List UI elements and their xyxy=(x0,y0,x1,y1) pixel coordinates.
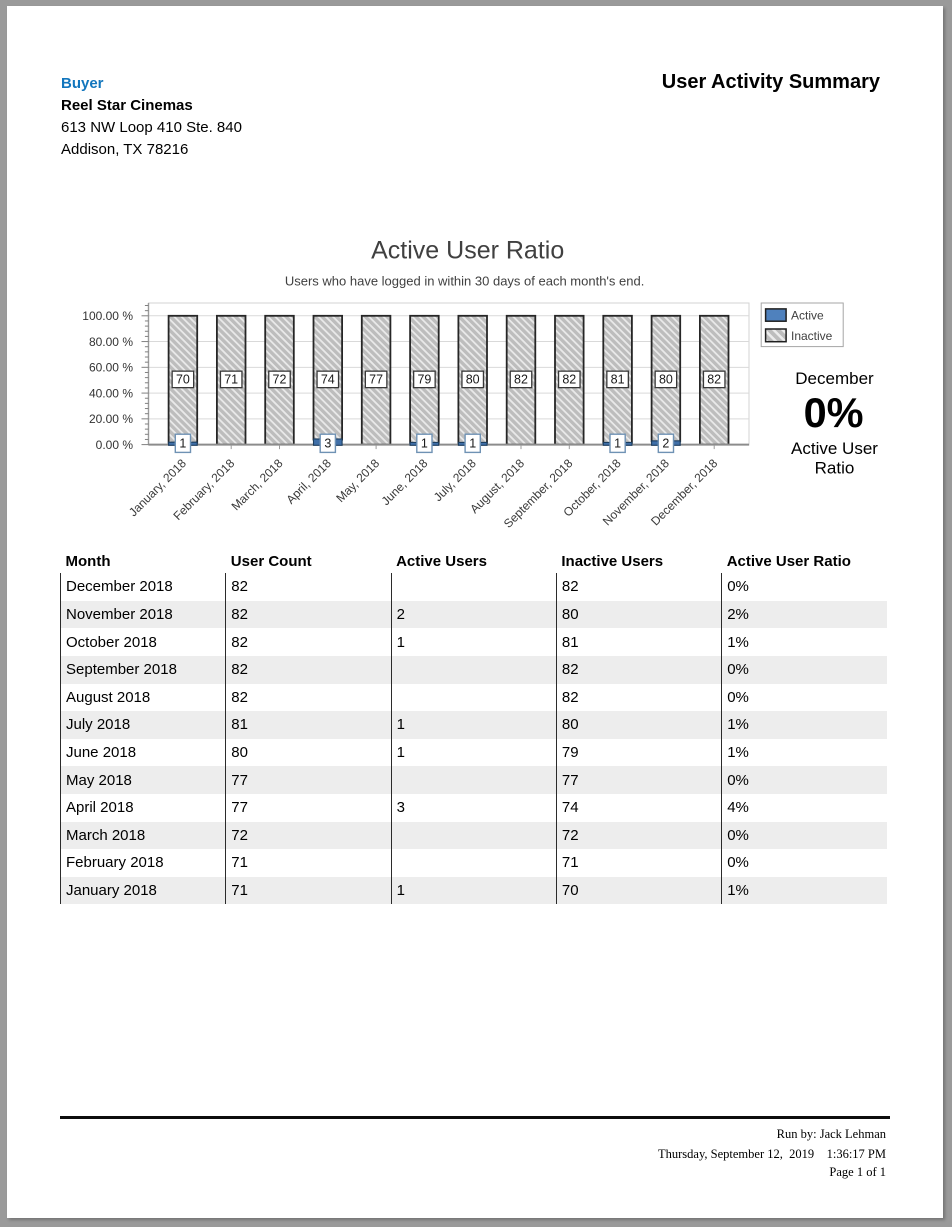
svg-text:3: 3 xyxy=(324,437,331,451)
svg-text:1: 1 xyxy=(179,437,186,451)
svg-text:May, 2018: May, 2018 xyxy=(333,456,382,505)
svg-text:1: 1 xyxy=(614,437,621,451)
svg-text:1: 1 xyxy=(469,437,476,451)
svg-text:December: December xyxy=(795,369,874,388)
svg-text:82: 82 xyxy=(707,373,721,387)
svg-text:81: 81 xyxy=(611,373,625,387)
svg-text:40.00 %: 40.00 % xyxy=(89,386,133,400)
svg-text:Active User Ratio: Active User Ratio xyxy=(371,237,564,265)
svg-text:60.00 %: 60.00 % xyxy=(89,361,133,375)
svg-text:Active User: Active User xyxy=(791,439,878,458)
svg-text:77: 77 xyxy=(369,373,383,387)
svg-text:20.00 %: 20.00 % xyxy=(89,412,133,426)
svg-text:2: 2 xyxy=(662,437,669,451)
svg-text:Active: Active xyxy=(791,309,824,323)
svg-text:74: 74 xyxy=(321,373,335,387)
svg-text:June, 2018: June, 2018 xyxy=(379,456,431,508)
svg-text:72: 72 xyxy=(273,373,287,387)
svg-text:82: 82 xyxy=(514,373,528,387)
svg-text:80.00 %: 80.00 % xyxy=(89,335,133,349)
svg-text:70: 70 xyxy=(176,373,190,387)
svg-text:0.00 %: 0.00 % xyxy=(96,438,134,452)
svg-text:Inactive: Inactive xyxy=(791,329,833,343)
svg-text:82: 82 xyxy=(562,373,576,387)
svg-text:79: 79 xyxy=(417,373,431,387)
svg-text:Users who have logged in withi: Users who have logged in within 30 days … xyxy=(285,274,644,289)
svg-text:Ratio: Ratio xyxy=(815,459,855,478)
svg-text:1: 1 xyxy=(421,437,428,451)
svg-text:100.00 %: 100.00 % xyxy=(82,309,133,323)
svg-text:0%: 0% xyxy=(804,389,864,436)
svg-text:July, 2018: July, 2018 xyxy=(431,456,479,504)
svg-text:71: 71 xyxy=(224,373,238,387)
svg-text:80: 80 xyxy=(466,373,480,387)
svg-text:80: 80 xyxy=(659,373,673,387)
svg-text:March, 2018: March, 2018 xyxy=(229,456,286,513)
svg-text:April, 2018: April, 2018 xyxy=(283,456,334,507)
